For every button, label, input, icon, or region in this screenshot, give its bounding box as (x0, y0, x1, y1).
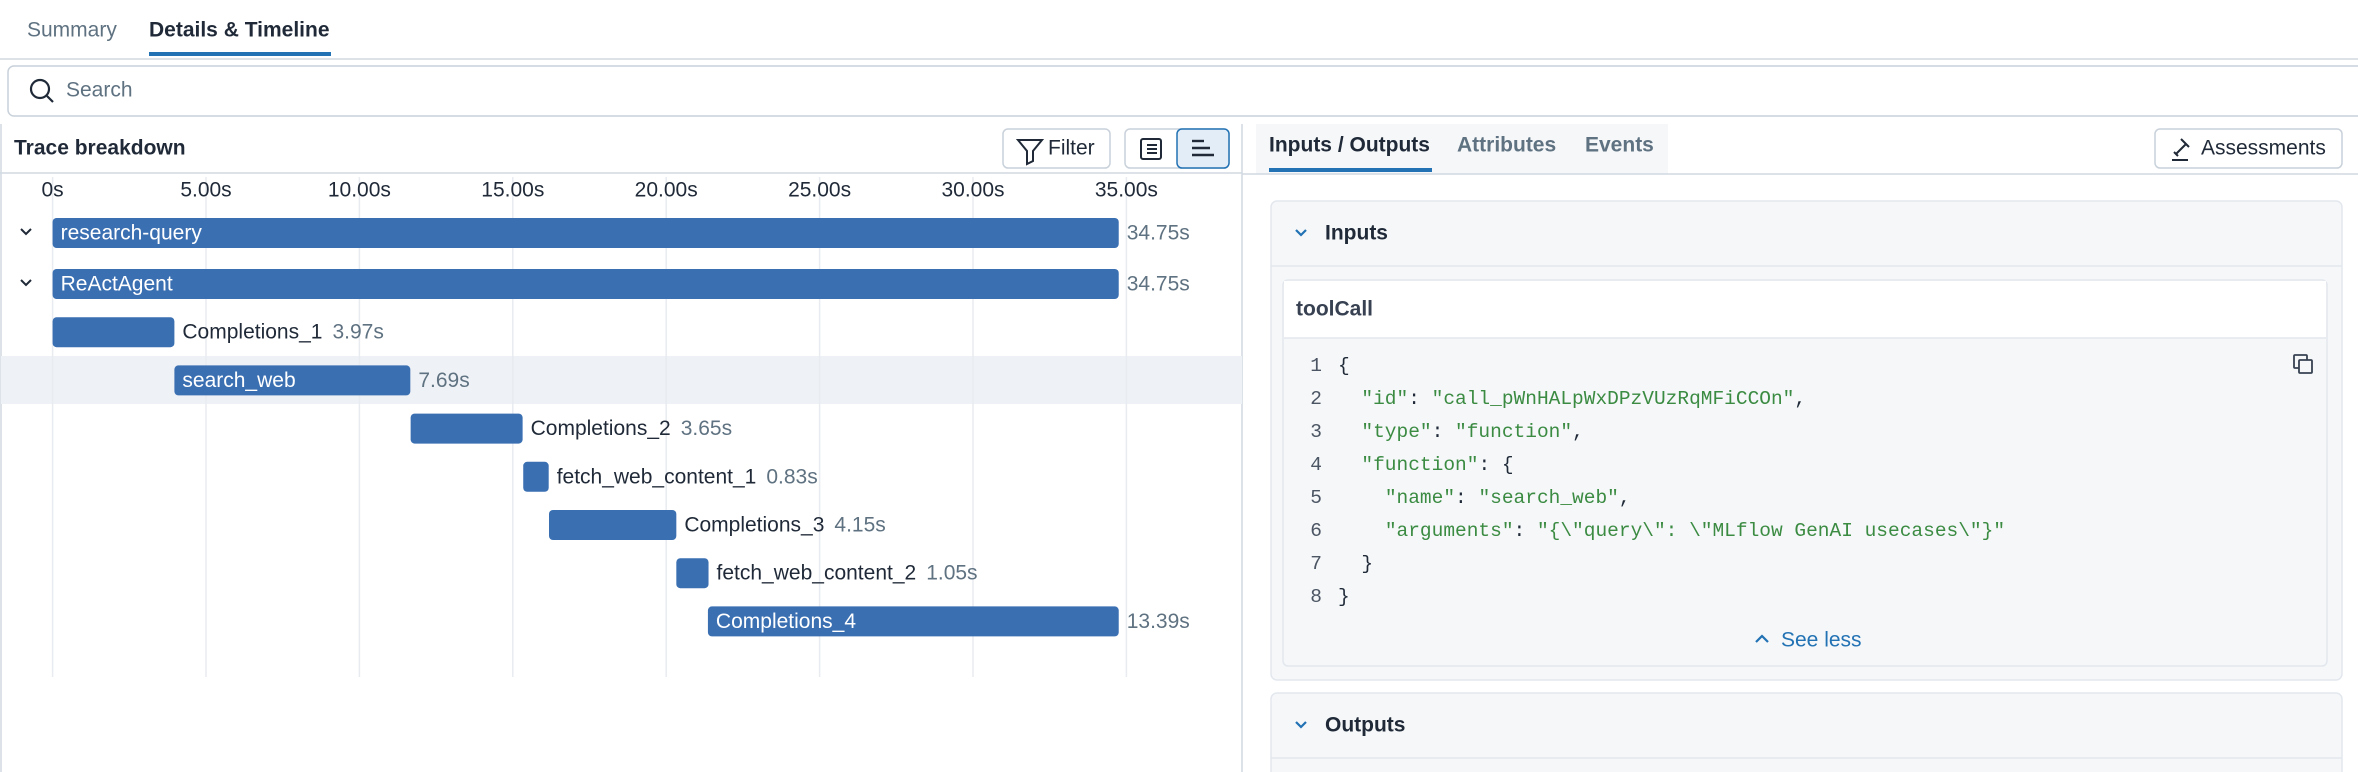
line-number: 4 (1310, 454, 1322, 476)
search-icon (29, 78, 54, 103)
span-name: Completions_4 (716, 610, 856, 633)
span-name: fetch_web_content_1 (557, 465, 757, 488)
tab[interactable]: Summary (27, 19, 117, 42)
span-name: ReActAgent (61, 273, 173, 296)
span-bar[interactable] (52, 269, 1119, 299)
x-tick-label: 10.00s (328, 179, 391, 202)
line-number: 2 (1310, 388, 1322, 410)
span-bar[interactable] (707, 606, 1119, 637)
x-tick-label: 5.00s (180, 179, 231, 202)
span-bar[interactable] (174, 365, 411, 396)
code-line: "arguments": "{\"query\": \"MLflow GenAI… (1338, 520, 2005, 542)
span-name: Completions_1 (182, 321, 322, 344)
line-number: 6 (1310, 520, 1322, 542)
tool-card (1282, 279, 2328, 667)
span-bar[interactable] (523, 461, 549, 492)
span-bar[interactable] (549, 510, 677, 540)
x-tick-label: 20.00s (635, 179, 698, 202)
filter-label: Filter (1048, 137, 1095, 160)
tab-active[interactable]: Details & Timeline (149, 19, 330, 42)
code-line: { (1338, 355, 1350, 377)
tab-group (1256, 124, 1668, 174)
expand-chevron[interactable] (20, 279, 32, 287)
code-line: } (1338, 586, 1350, 608)
x-tick-label: 15.00s (481, 179, 544, 202)
search-box[interactable] (7, 65, 2358, 117)
span-name: Completions_2 (531, 417, 671, 440)
panel-title: Trace breakdown (14, 137, 186, 160)
span-duration: 1.05s (926, 562, 977, 585)
span-name: Completions_3 (684, 514, 824, 537)
x-tick-label: 35.00s (1095, 179, 1158, 202)
copy-icon[interactable] (2293, 354, 2313, 374)
span-duration: 13.39s (1127, 610, 1190, 633)
code-line: "type": "function", (1338, 421, 1584, 443)
expand-chevron[interactable] (20, 228, 32, 236)
span-name: search_web (182, 369, 295, 392)
section-title[interactable]: Inputs (1325, 222, 1388, 245)
span-duration: 4.15s (834, 514, 885, 537)
assessments-icon (2172, 138, 2190, 161)
span-bar[interactable] (676, 558, 709, 589)
span-duration: 34.75s (1127, 222, 1190, 245)
span-bar[interactable] (52, 317, 175, 348)
line-number: 1 (1310, 355, 1322, 377)
tab-underline (149, 52, 331, 56)
collapse-chevron[interactable] (1295, 229, 1307, 237)
tab-active[interactable]: Inputs / Outputs (1269, 134, 1430, 157)
x-tick-label: 0s (42, 179, 64, 202)
assessments-label: Assessments (2201, 137, 2326, 160)
list-icon (1140, 138, 1162, 160)
code-line: "function": { (1338, 454, 1514, 476)
search-placeholder: Search (66, 79, 133, 102)
span-duration: 3.65s (681, 417, 732, 440)
card-title: toolCall (1296, 298, 1373, 321)
collapse-chevron[interactable] (1295, 721, 1307, 729)
span-bar[interactable] (410, 413, 523, 444)
span-bar[interactable] (52, 218, 1119, 248)
gantt-icon (1192, 139, 1214, 157)
see-less-icon (1755, 634, 1769, 643)
code-line: "id": "call_pWnHALpWxDPzVUzRqMFiCCOn", (1338, 388, 1806, 410)
filter-button[interactable] (1002, 128, 1111, 169)
span-duration: 34.75s (1127, 273, 1190, 296)
tab[interactable]: Events (1585, 134, 1654, 157)
span-duration: 0.83s (766, 465, 817, 488)
see-less[interactable]: See less (1781, 629, 1862, 652)
span-name: research-query (61, 222, 203, 245)
line-number: 3 (1310, 421, 1322, 443)
filter-icon (1015, 139, 1045, 166)
x-tick-label: 25.00s (788, 179, 851, 202)
span-duration: 7.69s (418, 369, 469, 392)
span-duration: 3.97s (332, 321, 383, 344)
outputs-section (1270, 692, 2343, 772)
line-number: 7 (1310, 553, 1322, 575)
code-line: } (1338, 553, 1373, 575)
line-number: 5 (1310, 487, 1322, 509)
card-header (1284, 281, 2326, 338)
span-name: fetch_web_content_2 (717, 562, 917, 585)
section-title[interactable]: Outputs (1325, 714, 1405, 737)
code-line: "name": "search_web", (1338, 487, 1631, 509)
line-number: 8 (1310, 586, 1322, 608)
tab[interactable]: Attributes (1457, 134, 1556, 157)
x-tick-label: 30.00s (941, 179, 1004, 202)
tab-underline (1269, 168, 1432, 172)
assessments-button[interactable] (2154, 128, 2343, 169)
